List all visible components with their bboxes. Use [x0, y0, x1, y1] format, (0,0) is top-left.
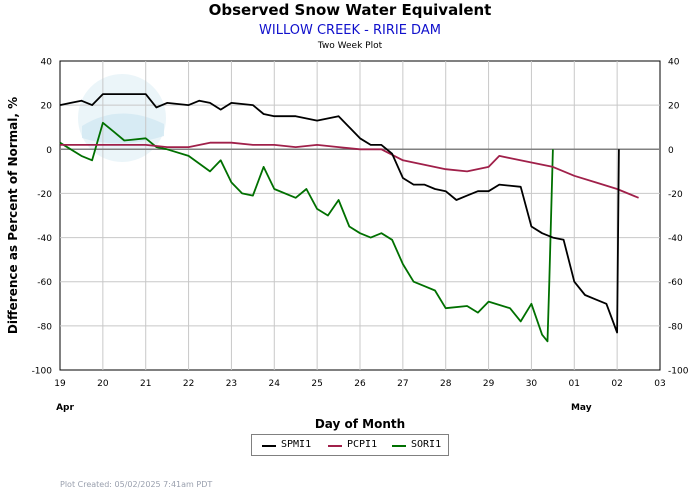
x-tick-label: 19: [54, 379, 66, 389]
x-tick-label: 03: [654, 379, 665, 389]
x-tick-label: 02: [611, 379, 622, 389]
month-label-apr: Apr: [56, 403, 74, 413]
y-tick-label-left: -40: [37, 234, 52, 244]
y-tick-label-left: -80: [37, 322, 52, 332]
y-tick-label-right: 20: [668, 102, 680, 112]
y-tick-label-right: -100: [668, 367, 689, 377]
x-axis-title: Day of Month: [315, 417, 405, 431]
y-tick-label-right: -60: [668, 278, 683, 288]
legend-label-spmi1: SPMI1: [281, 439, 312, 450]
x-tick-label: 22: [183, 379, 194, 389]
y-axis-title: Difference as Percent of Normal, %: [6, 97, 20, 334]
chart-period-label: Two Week Plot: [317, 41, 383, 51]
y-tick-label-right: 40: [668, 58, 680, 68]
x-tick-label: 23: [226, 379, 237, 389]
y-tick-label-left: 0: [46, 146, 52, 156]
legend-swatch-pcpi1: [328, 445, 342, 447]
x-tick-label: 20: [97, 379, 109, 389]
month-label-may: May: [571, 403, 592, 413]
plot-created-note: Plot Created: 05/02/2025 7:41am PDT: [60, 480, 213, 489]
x-tick-label: 25: [311, 379, 322, 389]
y-tick-label-right: -20: [668, 190, 683, 200]
series-line-spmi1: [59, 93, 620, 334]
y-tick-label-left: -20: [37, 190, 52, 200]
x-tick-label: 29: [483, 379, 495, 389]
x-tick-label: 24: [269, 379, 281, 389]
x-tick-label: 21: [140, 379, 151, 389]
x-tick-label: 26: [354, 379, 366, 389]
y-tick-label-left: -60: [37, 278, 52, 288]
x-tick-label: 01: [569, 379, 580, 389]
y-tick-label-right: 0: [668, 146, 674, 156]
chart-title: Observed Snow Water Equivalent: [208, 1, 492, 19]
legend-label-sori1: SORI1: [411, 439, 442, 450]
legend-label-pcpi1: PCPI1: [347, 439, 378, 450]
y-tick-label-left: 20: [41, 102, 53, 112]
y-tick-label-left: -100: [32, 367, 53, 377]
x-tick-label: 30: [526, 379, 538, 389]
chart-legend: SPMI1 PCPI1 SORI1: [251, 434, 449, 456]
y-tick-label-right: -80: [668, 322, 683, 332]
series-line-pcpi1: [60, 141, 639, 199]
legend-swatch-spmi1: [262, 445, 276, 447]
legend-swatch-sori1: [392, 445, 406, 447]
y-tick-label-right: -40: [668, 234, 683, 244]
x-tick-label: 27: [397, 379, 408, 389]
x-tick-label: 28: [440, 379, 452, 389]
chart-subtitle: WILLOW CREEK - RIRIE DAM: [259, 23, 441, 38]
y-tick-label-left: 40: [41, 58, 53, 68]
